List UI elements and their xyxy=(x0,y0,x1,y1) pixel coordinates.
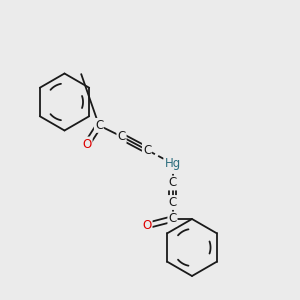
Text: C: C xyxy=(95,119,103,132)
Text: C: C xyxy=(168,212,177,226)
Text: O: O xyxy=(82,137,91,151)
Text: C: C xyxy=(168,196,177,209)
Text: C: C xyxy=(117,130,126,143)
Text: C: C xyxy=(168,176,177,190)
Text: O: O xyxy=(142,219,152,232)
Text: C: C xyxy=(143,143,151,157)
Text: Hg: Hg xyxy=(164,157,181,170)
